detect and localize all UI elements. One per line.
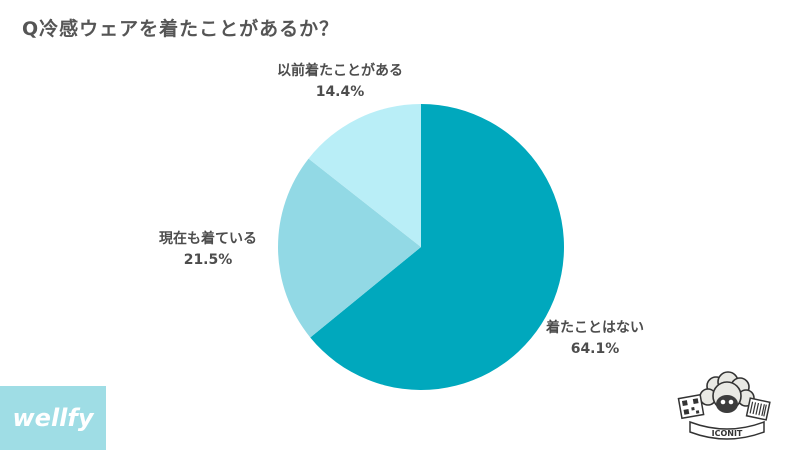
mascot-banner-text: ICONIT — [712, 429, 743, 438]
slice-value-label: 21.5% — [183, 252, 233, 268]
slice-value-label: 64.1% — [570, 341, 620, 357]
slice-value-label: 14.4% — [315, 84, 365, 100]
slice-category-label: 現在も着ている — [159, 231, 257, 247]
slice-label: 現在も着ている 21.5% — [159, 229, 257, 271]
wellfy-logo: wellfy — [0, 386, 106, 450]
slice-category-label: 以前着たことがある — [277, 63, 403, 79]
slice-label: 着たことはない 64.1% — [546, 318, 644, 360]
slice-category-label: 着たことはない — [546, 320, 644, 336]
iconit-mascot-logo: ICONIT — [677, 371, 771, 440]
pie-slice — [310, 104, 565, 390]
pie-slice — [308, 104, 421, 247]
chart-title: Q冷感ウェアを着たことがあるか？ — [22, 18, 340, 40]
pie-slice — [278, 158, 421, 338]
slice-label: 以前着たことがある 14.4% — [277, 61, 403, 103]
